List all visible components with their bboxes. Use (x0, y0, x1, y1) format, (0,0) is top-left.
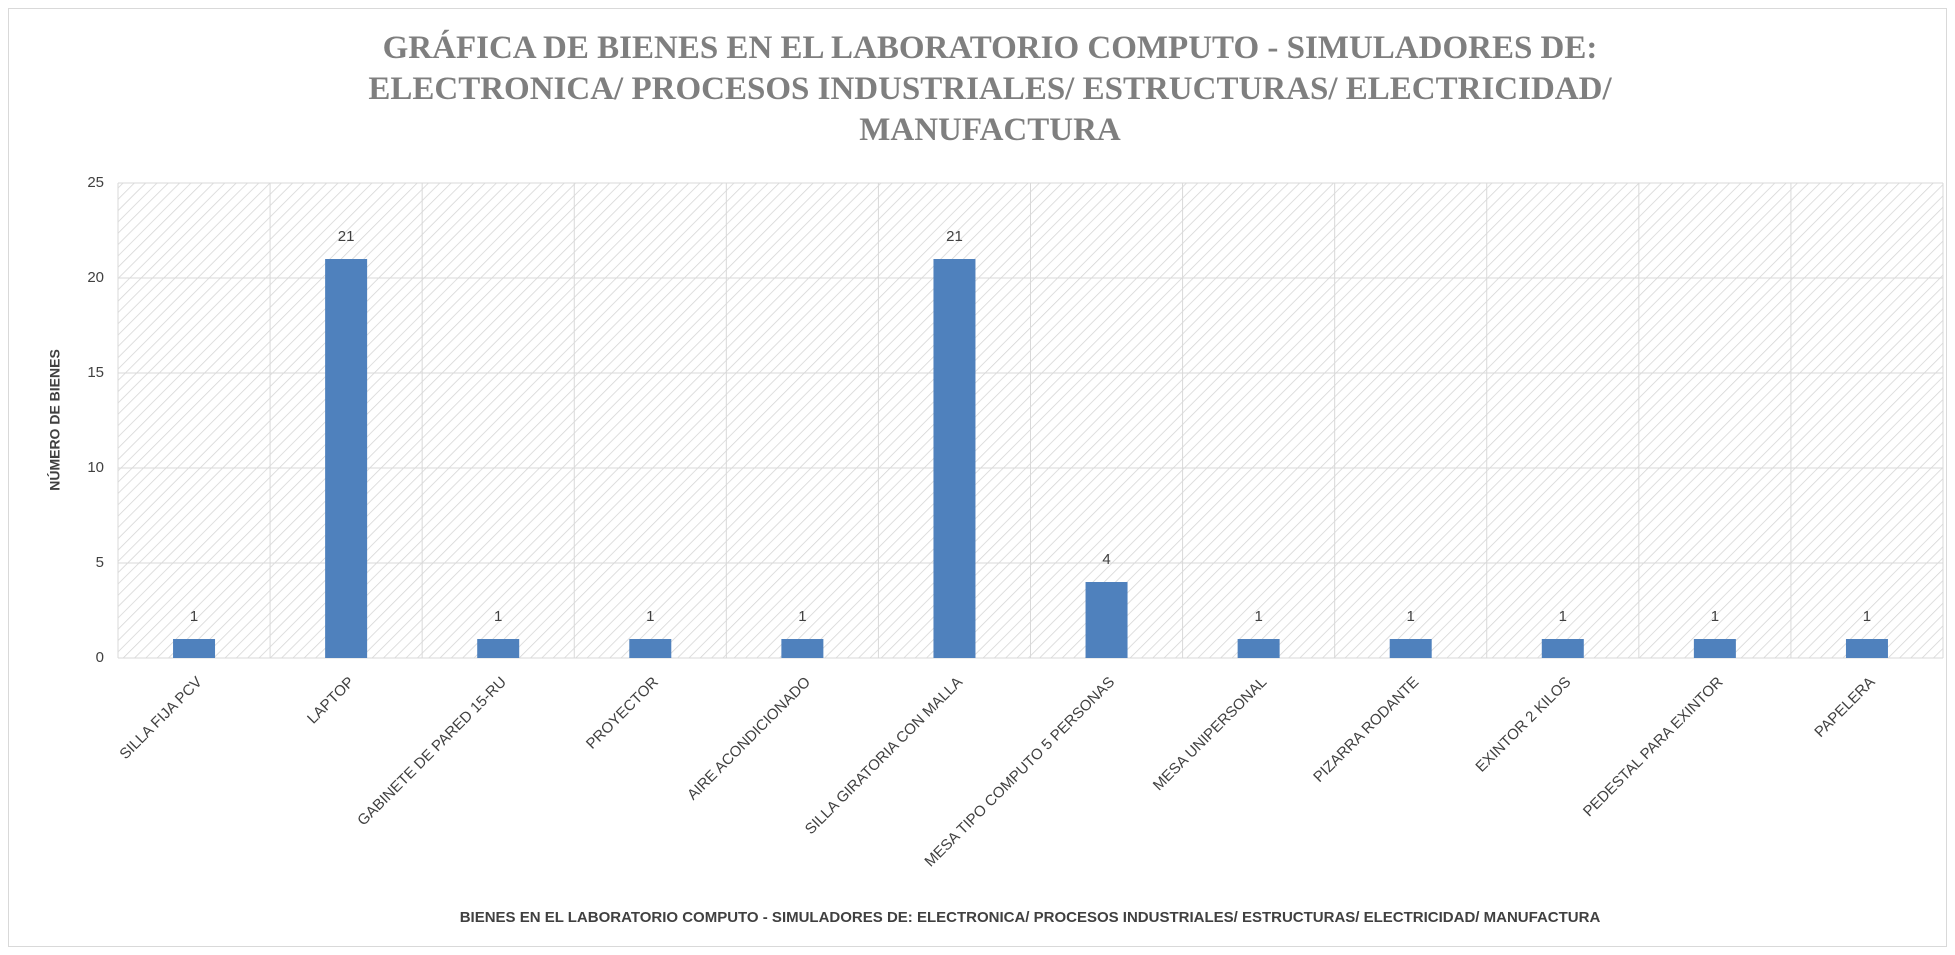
bar (1389, 639, 1432, 658)
x-tick-label: PAPELERA (1811, 674, 1878, 741)
bar (1085, 582, 1128, 658)
bar (781, 639, 824, 658)
x-tick-label: SILLA GIRATORIA CON MALLA (802, 674, 966, 838)
bar (325, 259, 368, 658)
data-label: 4 (1102, 551, 1110, 568)
x-tick-label: MESA TIPO COMPUTO 5 PERSONAS (921, 674, 1118, 871)
bar (477, 639, 520, 658)
x-tick-label: PIZARRA RODANTE (1310, 674, 1422, 786)
data-label: 21 (946, 228, 963, 245)
bar (1237, 639, 1280, 658)
y-axis-label: NÚMERO DE BIENES (46, 349, 63, 491)
data-label: 1 (1559, 608, 1567, 625)
x-tick-label: EXINTOR 2 KILOS (1472, 674, 1574, 776)
data-label: 1 (1863, 608, 1871, 625)
x-tick-label: LAPTOP (304, 674, 358, 728)
x-tick-label: PEDESTAL PARA EXINTOR (1580, 674, 1727, 821)
y-tick-label: 0 (96, 649, 104, 666)
y-tick-label: 5 (96, 554, 104, 571)
bar (173, 639, 216, 658)
y-tick-label: 15 (87, 364, 104, 381)
data-label: 1 (798, 608, 806, 625)
x-tick-label: PROYECTOR (583, 674, 662, 753)
data-label: 1 (1407, 608, 1415, 625)
x-tick-label: AIRE ACONDICIONADO (684, 674, 814, 804)
bar (933, 259, 976, 658)
chart-frame (8, 8, 1947, 947)
y-tick-label: 10 (87, 459, 104, 476)
y-tick-label: 20 (87, 269, 104, 286)
bar (629, 639, 672, 658)
chart-title: GRÁFICA DE BIENES EN EL LABORATORIO COMP… (368, 30, 1612, 148)
data-label: 1 (1254, 608, 1262, 625)
x-tick-label: GABINETE DE PARED 15-RU (354, 674, 510, 830)
x-tick-label: MESA UNIPERSONAL (1150, 674, 1270, 794)
x-tick-label: SILLA FIJA PCV (116, 674, 205, 763)
bar (1845, 639, 1888, 658)
data-label: 1 (1711, 608, 1719, 625)
x-axis-label: BIENES EN EL LABORATORIO COMPUTO - SIMUL… (460, 909, 1601, 926)
y-tick-label: 25 (87, 174, 104, 191)
data-label: 1 (646, 608, 654, 625)
bar (1541, 639, 1584, 658)
data-label: 1 (190, 608, 198, 625)
bar (1693, 639, 1736, 658)
data-label: 1 (494, 608, 502, 625)
data-label: 21 (338, 228, 355, 245)
